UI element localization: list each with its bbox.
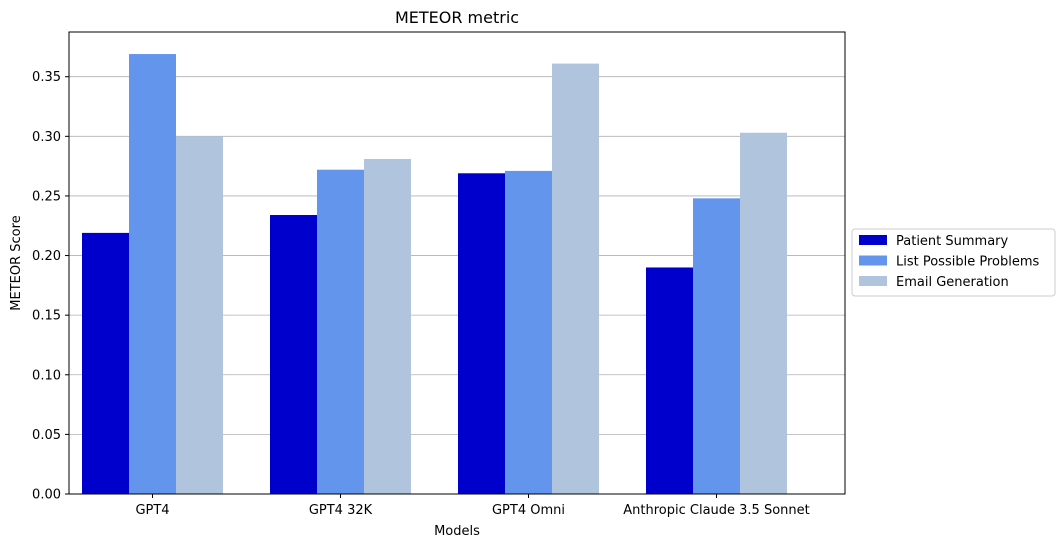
x-tick-label: GPT4 32K (309, 503, 373, 518)
bar-email-generation (176, 136, 223, 495)
legend-label: List Possible Problems (896, 255, 1039, 270)
y-tick-label: 0.30 (32, 130, 61, 145)
bar-patient-summary (270, 215, 317, 495)
legend-swatch (859, 235, 887, 245)
legend-swatch (859, 276, 887, 286)
bar-email-generation (552, 63, 599, 494)
legend-label: Patient Summary (896, 234, 1009, 249)
bar-patient-summary (82, 232, 129, 494)
plot-frame (68, 31, 846, 495)
bar-list-possible-problems (693, 198, 740, 494)
y-tick-label: 0.25 (32, 189, 61, 204)
y-tick-label: 0.05 (32, 428, 61, 443)
legend: Patient Summary List Possible Problems Ema… (851, 228, 1056, 297)
legend-label: Email Generation (896, 275, 1009, 290)
y-axis: 0.00 0.05 0.10 0.15 0.20 0.25 0.30 0.35 (32, 70, 69, 503)
y-tick-label: 0.35 (32, 70, 61, 85)
legend-swatch (859, 255, 887, 266)
bar-patient-summary (646, 267, 693, 494)
bar-list-possible-problems (505, 170, 552, 494)
bar-email-generation (740, 132, 787, 495)
legend-items: Patient Summary List Possible Problems Ema… (859, 234, 1039, 290)
legend-frame (851, 228, 1056, 297)
bar-email-generation (364, 158, 411, 495)
y-tick-label: 0.00 (32, 488, 61, 503)
bar-list-possible-problems (129, 54, 176, 495)
x-axis-title: Models (434, 524, 480, 539)
x-tick-label: GPT4 (135, 503, 169, 518)
y-axis-title: METEOR Score (9, 215, 24, 310)
bar-list-possible-problems (317, 169, 364, 494)
chart-title: METEOR metric (395, 8, 519, 27)
x-axis: GPT4 GPT4 32K GPT4 Omni Anthropic Claude 3.… (135, 494, 810, 518)
y-tick-label: 0.10 (32, 368, 61, 383)
x-tick-label: Anthropic Claude 3.5 Sonnet (623, 503, 810, 518)
bars (82, 54, 787, 495)
bar-patient-summary (458, 173, 505, 494)
y-tick-label: 0.20 (32, 249, 61, 264)
x-tick-label: GPT4 Omni (492, 503, 565, 518)
y-tick-label: 0.15 (32, 309, 61, 324)
